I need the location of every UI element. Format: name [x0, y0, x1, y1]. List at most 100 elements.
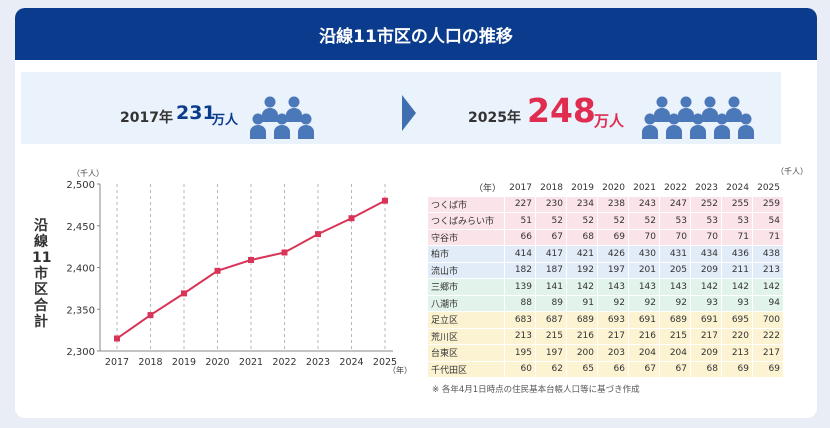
table-cell: 92	[597, 295, 629, 312]
table-cell: 94	[752, 295, 784, 312]
table-cell: 54	[752, 212, 784, 230]
table-row: 柏市 414 417 421 426 430 431 434 436 438	[428, 245, 784, 263]
table-cell: 213	[721, 344, 753, 362]
table-cell: 88	[504, 295, 536, 312]
table-cell: 142	[690, 278, 722, 296]
table-cell: 200	[566, 344, 598, 362]
table-cell: 434	[690, 245, 722, 263]
table-cell: 687	[535, 311, 567, 329]
table-cell: 230	[535, 196, 567, 213]
table-cell: 426	[597, 245, 629, 263]
row-name: 柏市	[428, 245, 505, 263]
x-tick-label: 2017	[105, 357, 129, 368]
table-cell: 53	[690, 212, 722, 230]
person-icon	[654, 96, 670, 122]
table-cell: 69	[597, 229, 629, 246]
row-name: つくばみらい市	[428, 212, 505, 230]
table-cell: 197	[597, 262, 629, 279]
table-cell: 204	[628, 344, 660, 362]
table-cell: 139	[504, 278, 536, 296]
table-row: 守谷市 66 67 68 69 70 70 70 71 71	[428, 229, 784, 246]
table-cell: 215	[535, 328, 567, 345]
column-header: 2017	[504, 180, 536, 197]
table-cell: 217	[597, 328, 629, 345]
table-cell: 53	[721, 212, 753, 230]
table-cell: 52	[597, 212, 629, 230]
page-title: 沿線11市区の人口の推移	[15, 8, 817, 60]
y-tick-label: 2,400	[66, 264, 95, 275]
table-cell: 182	[504, 262, 536, 279]
table-cell: 143	[597, 278, 629, 296]
table-cell: 60	[504, 361, 536, 378]
table-cell: 66	[504, 229, 536, 246]
table-cell: 71	[752, 229, 784, 246]
table-row: つくば市 227 230 234 238 243 247 252 255 259	[428, 196, 784, 213]
table-row: 台東区 195 197 200 203 204 204 209 213 217	[428, 344, 784, 362]
table-cell: 683	[504, 311, 536, 329]
chart-ylabel: 沿線11市区合計	[32, 218, 52, 330]
x-tick-label: 2023	[306, 357, 330, 368]
table-cell: 431	[659, 245, 691, 263]
source-note: ※ 各年4月1日時点の住民基本台帳人口等に基づき作成	[432, 385, 640, 395]
table-cell: 203	[597, 344, 629, 362]
column-header: 2021	[628, 180, 660, 197]
column-header: 2023	[690, 180, 722, 197]
table-cell: 691	[628, 311, 660, 329]
column-header: 2018	[535, 180, 567, 197]
row-name: 荒川区	[428, 328, 505, 345]
table-row: 三郷市 139 141 142 143 143 143 142 142 142	[428, 278, 784, 296]
person-icon	[642, 113, 658, 139]
table-cell: 414	[504, 245, 536, 263]
table-cell: 71	[721, 229, 753, 246]
table-cell: 695	[721, 311, 753, 329]
summary-unit-2017: 万人	[212, 113, 239, 128]
table-cell: 201	[628, 262, 660, 279]
table-cell: 421	[566, 245, 598, 263]
table-cell: 67	[628, 361, 660, 378]
row-name: 足立区	[428, 311, 505, 329]
person-icon	[702, 96, 718, 122]
chart-y-unit: （千人）	[72, 169, 104, 178]
table-cell: 436	[721, 245, 753, 263]
y-tick-label: 2,350	[66, 305, 95, 316]
person-group-icon	[250, 96, 314, 139]
data-point	[114, 335, 120, 342]
table-cell: 197	[535, 344, 567, 362]
x-tick-label: 2018	[138, 357, 162, 368]
data-point	[181, 290, 187, 297]
table-cell: 93	[690, 295, 722, 312]
column-header: 2019	[566, 180, 598, 197]
table-cell: 689	[659, 311, 691, 329]
table-cell: 66	[597, 361, 629, 378]
table-row: 流山市 182 187 192 197 201 205 209 211 213	[428, 262, 784, 279]
data-point	[348, 215, 355, 222]
data-point	[382, 197, 388, 204]
person-group-icon	[642, 96, 754, 139]
x-tick-label: 2020	[205, 357, 229, 368]
table-cell: 69	[752, 361, 784, 378]
table-cell: 92	[659, 295, 691, 312]
table-row: 荒川区 213 215 216 217 216 215 217 220 222	[428, 328, 784, 345]
table-cell: 693	[597, 311, 629, 329]
x-tick-label: 2022	[272, 357, 296, 368]
table-cell: 187	[535, 262, 567, 279]
table-corner: （年）	[428, 180, 505, 197]
y-tick-label: 2,450	[66, 222, 95, 233]
person-icon	[250, 113, 266, 139]
table-cell: 209	[690, 344, 722, 362]
person-icon	[738, 113, 754, 139]
table-cell: 252	[690, 196, 722, 213]
table-cell: 192	[566, 262, 598, 279]
table-cell: 700	[752, 311, 784, 329]
table-unit: （千人）	[776, 167, 808, 176]
column-header: 2025	[752, 180, 784, 197]
population-line-chart: 2,300 2,350 2,400 2,450 2,500 2017 2018 2019 202…	[66, 180, 397, 368]
table-cell: 220	[721, 328, 753, 345]
column-header: 2024	[721, 180, 753, 197]
data-point	[315, 231, 321, 238]
data-point	[281, 249, 288, 256]
table-row: 足立区 683 687 689 693 691 689 691 695 700	[428, 311, 784, 329]
population-table: （年） 2017 2018 2019 2020 2021 2022 2023 2024 2025 …	[428, 180, 784, 378]
chart-x-unit: （年）	[388, 366, 412, 375]
table-cell: 143	[628, 278, 660, 296]
